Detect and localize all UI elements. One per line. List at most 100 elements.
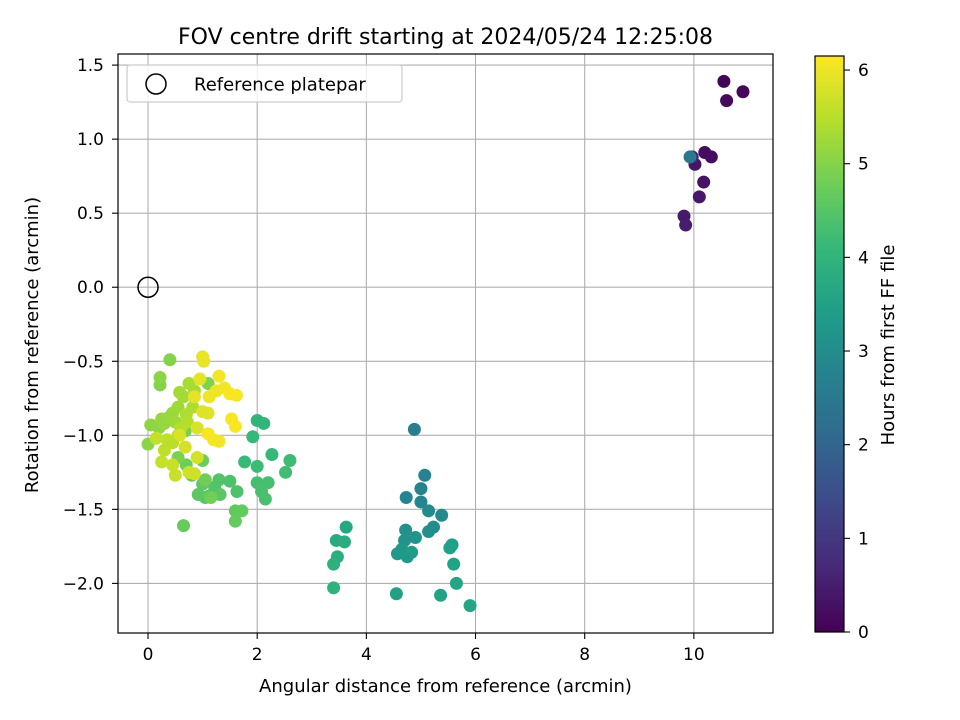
data-point bbox=[173, 428, 187, 442]
data-point bbox=[229, 388, 243, 402]
reference-marker bbox=[137, 276, 159, 298]
y-axis-ticks: 1.5 1.0 0.5 0.0 −0.5 −1.0 −1.5 −2.0 bbox=[63, 56, 118, 594]
data-point bbox=[261, 476, 275, 490]
data-point bbox=[173, 385, 187, 399]
x-axis-label: Angular distance from reference (arcmin) bbox=[259, 676, 632, 697]
data-point bbox=[435, 508, 449, 522]
legend-marker bbox=[145, 73, 167, 95]
data-point bbox=[190, 451, 204, 465]
y-tick-label: −1.0 bbox=[63, 426, 104, 446]
colorbar-tick-label: 2 bbox=[858, 436, 869, 456]
colorbar-tick-label: 5 bbox=[858, 155, 869, 175]
y-axis-label: Rotation from reference (arcmin) bbox=[22, 197, 43, 493]
data-point bbox=[212, 369, 226, 383]
y-tick-label: 0.0 bbox=[77, 278, 104, 298]
y-tick-label: 0.5 bbox=[77, 204, 104, 224]
data-point bbox=[228, 419, 242, 433]
colorbar bbox=[814, 55, 845, 633]
data-point bbox=[399, 491, 413, 505]
colorbar-tick-label: 3 bbox=[858, 342, 869, 362]
x-tick-label: 8 bbox=[579, 645, 590, 665]
grid-lines bbox=[118, 54, 773, 633]
data-point bbox=[238, 455, 252, 469]
data-point bbox=[418, 468, 432, 482]
data-points bbox=[141, 74, 750, 613]
data-point bbox=[197, 354, 211, 368]
data-point bbox=[405, 545, 419, 559]
data-point bbox=[399, 523, 413, 537]
data-point bbox=[223, 474, 237, 488]
x-axis-ticks: 0 2 4 6 8 10 bbox=[143, 633, 705, 665]
data-point bbox=[414, 482, 428, 496]
data-point bbox=[692, 190, 706, 204]
data-point bbox=[449, 576, 463, 590]
data-point bbox=[339, 520, 353, 534]
colorbar-tick-label: 4 bbox=[858, 248, 869, 268]
data-point bbox=[443, 541, 457, 555]
data-point bbox=[191, 488, 205, 502]
data-point bbox=[235, 504, 249, 518]
x-tick-label: 2 bbox=[252, 645, 263, 665]
data-point bbox=[153, 371, 167, 385]
y-tick-label: −1.5 bbox=[63, 500, 104, 520]
data-point bbox=[166, 458, 180, 472]
data-point bbox=[155, 455, 169, 469]
data-point bbox=[258, 492, 272, 506]
y-tick-label: −0.5 bbox=[63, 352, 104, 372]
y-tick-label: 1.0 bbox=[77, 130, 104, 150]
data-point bbox=[177, 519, 190, 533]
legend-box bbox=[126, 64, 403, 103]
data-point bbox=[201, 406, 215, 420]
data-point bbox=[279, 465, 293, 479]
data-point bbox=[163, 353, 177, 367]
data-point bbox=[168, 468, 182, 482]
data-point bbox=[704, 150, 718, 164]
data-point bbox=[683, 150, 697, 164]
data-point bbox=[198, 473, 212, 487]
data-point bbox=[212, 434, 226, 448]
data-point bbox=[720, 94, 734, 108]
data-point bbox=[736, 85, 750, 99]
x-tick-label: 6 bbox=[470, 645, 481, 665]
data-point bbox=[187, 467, 201, 481]
data-point bbox=[257, 416, 271, 430]
data-point bbox=[204, 491, 218, 505]
colorbar-tick-label: 0 bbox=[858, 623, 869, 643]
data-point bbox=[193, 372, 207, 386]
data-point bbox=[447, 557, 461, 571]
data-point bbox=[679, 218, 693, 232]
data-point bbox=[327, 581, 341, 595]
legend: Reference platepar bbox=[126, 64, 403, 103]
chart-title: FOV centre drift starting at 2024/05/24 … bbox=[178, 25, 713, 50]
data-point bbox=[250, 459, 264, 473]
data-point bbox=[228, 514, 242, 528]
colorbar-label: Hours from first FF file bbox=[878, 245, 899, 446]
data-point bbox=[190, 421, 204, 435]
data-point bbox=[230, 485, 244, 499]
data-point bbox=[283, 453, 297, 467]
colorbar-tick-label: 1 bbox=[858, 529, 869, 549]
data-point bbox=[265, 448, 279, 462]
data-point bbox=[414, 495, 428, 509]
data-point bbox=[390, 547, 404, 561]
data-point bbox=[327, 557, 341, 571]
data-point bbox=[422, 504, 436, 518]
data-point bbox=[408, 530, 422, 544]
y-tick-label: 1.5 bbox=[77, 56, 104, 76]
data-point bbox=[422, 525, 436, 539]
colorbar-tick-label: 6 bbox=[858, 61, 869, 81]
legend-label: Reference platepar bbox=[194, 75, 366, 96]
x-tick-label: 10 bbox=[683, 645, 705, 665]
y-tick-label: −2.0 bbox=[63, 574, 104, 594]
data-point bbox=[434, 588, 448, 602]
data-point bbox=[246, 430, 260, 444]
data-point bbox=[338, 535, 352, 549]
data-point bbox=[697, 175, 711, 189]
data-point bbox=[160, 433, 174, 447]
x-tick-label: 0 bbox=[143, 645, 154, 665]
data-point bbox=[149, 431, 163, 445]
data-point bbox=[187, 390, 201, 404]
colorbar-ticks: 0 1 2 3 4 5 6 bbox=[844, 61, 869, 643]
